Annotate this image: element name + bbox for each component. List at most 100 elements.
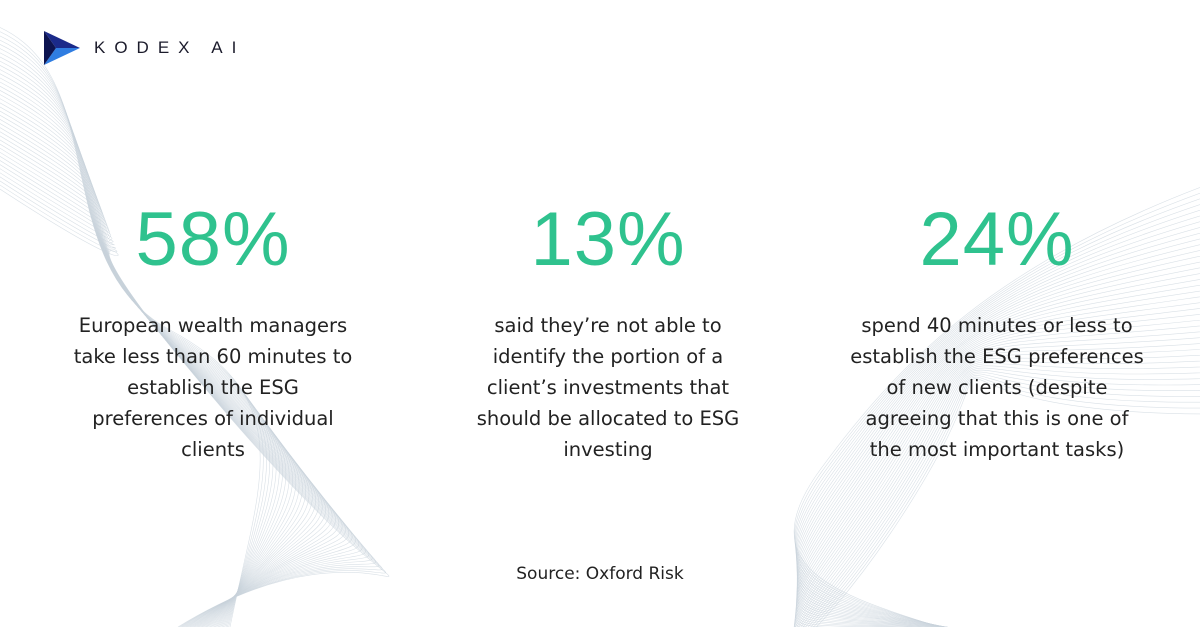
wave-line: [0, 147, 356, 627]
wave-line: [794, 192, 1200, 627]
wave-line: [794, 187, 1200, 627]
wave-line: [0, 139, 350, 627]
wave-line: [794, 337, 1200, 627]
wave-line: [796, 273, 1200, 627]
stat-line: investing: [563, 438, 653, 461]
wave-line: [796, 261, 1200, 627]
wave-line: [795, 204, 1200, 627]
wave-line: [795, 325, 1200, 627]
wave-line: [0, 52, 280, 627]
wave-line: [0, 110, 326, 627]
wave-line: [807, 373, 1200, 627]
wave-line: [0, 106, 323, 627]
wave-line: [793, 343, 1200, 627]
wave-line: [0, 119, 333, 627]
wave-line: [796, 302, 1200, 627]
brand-name: KODEX AI: [94, 38, 246, 57]
stat-line: client’s investments that: [486, 376, 730, 399]
wave-line: [793, 349, 1200, 627]
wave-line: [794, 354, 1200, 627]
wave-line: [0, 114, 330, 627]
wave-line: [0, 31, 264, 627]
wave-line: [0, 127, 340, 627]
wave-line: [0, 77, 300, 627]
brand-logo: [44, 31, 80, 65]
stat-text: said they’re not able to identify the por…: [428, 310, 788, 465]
wave-line: [0, 65, 290, 627]
wave-line: [813, 376, 1200, 627]
wave-line: [0, 151, 360, 627]
stat: 58% European wealth managers take less tha…: [33, 192, 393, 465]
wave-line: [796, 296, 1200, 627]
wave-line: [796, 284, 1200, 627]
stat-line: establish the ESG: [127, 376, 299, 399]
stat-line: said they’re not able to: [494, 314, 722, 337]
wave-line: [796, 250, 1200, 627]
wave-line: [800, 367, 1200, 627]
wave-line: [0, 56, 283, 627]
stat-line: spend 40 minutes or less to: [861, 314, 1133, 337]
wave-line: [0, 102, 320, 627]
wave-line: [795, 360, 1200, 627]
wave-line: [816, 378, 1200, 627]
wave-line: [796, 363, 1200, 627]
wave-line: [0, 73, 297, 627]
wave-line: [0, 94, 313, 627]
wave-line: [0, 35, 267, 627]
stat-value: 24%: [919, 197, 1075, 282]
wave-line: [0, 44, 274, 627]
wave-line: [796, 255, 1200, 627]
wave-line: [794, 198, 1200, 627]
wave-line: [802, 369, 1200, 627]
wave-line: [796, 232, 1200, 627]
wave-line: [0, 98, 316, 627]
stat-line: agreeing that this is one of: [865, 407, 1129, 430]
wave-line: [795, 308, 1200, 627]
wave-line: [0, 160, 366, 627]
wave-line: [796, 267, 1200, 627]
stat: 13% said they’re not able to identify the …: [428, 192, 788, 465]
wave-line: [0, 48, 277, 627]
stat-text: spend 40 minutes or less to establish the…: [817, 310, 1177, 465]
wave-line: [796, 238, 1200, 627]
stat-line: of new clients (despite: [886, 376, 1108, 399]
wave-line: [0, 85, 306, 627]
stat-value: 13%: [530, 197, 686, 282]
wave-line: [795, 215, 1200, 627]
wave-line: [0, 188, 390, 627]
stat-line: identify the portion of a: [492, 345, 724, 368]
wave-line: [796, 244, 1200, 627]
wave-line: [795, 209, 1200, 627]
wave-line: [0, 131, 343, 627]
wave-line: [805, 371, 1200, 627]
wave-line: [794, 331, 1200, 627]
wave-line: [796, 227, 1200, 627]
source: Source: Oxford Risk: [516, 564, 684, 584]
wave-line: [0, 69, 293, 627]
wave-line: [798, 365, 1200, 627]
brand: KODEX AI: [44, 31, 245, 65]
stat-line: clients: [181, 438, 245, 461]
stat: 24% spend 40 minutes or less to establish …: [817, 192, 1177, 465]
stat-line: European wealth managers: [78, 314, 348, 337]
stat-line: should be allocated to ESG: [476, 407, 740, 430]
wave-line: [0, 39, 271, 627]
stat-text: European wealth managers take less than 6…: [33, 310, 393, 465]
wave-line: [0, 135, 346, 627]
wave-line: [0, 90, 310, 627]
wave-line: [796, 290, 1200, 627]
stat-line: preferences of individual: [92, 407, 334, 430]
stat-line: the most important tasks): [869, 438, 1125, 461]
wave-line: [0, 164, 370, 627]
wave-line: [796, 221, 1200, 627]
wave-line: [0, 60, 287, 627]
wave-line: [795, 319, 1200, 627]
wave-line: [0, 81, 303, 627]
stat-value: 58%: [135, 197, 291, 282]
wave-line: [796, 279, 1200, 627]
wave-line: [0, 27, 261, 627]
wave-line: [810, 375, 1200, 627]
stat-line: take less than 60 minutes to: [73, 345, 353, 368]
